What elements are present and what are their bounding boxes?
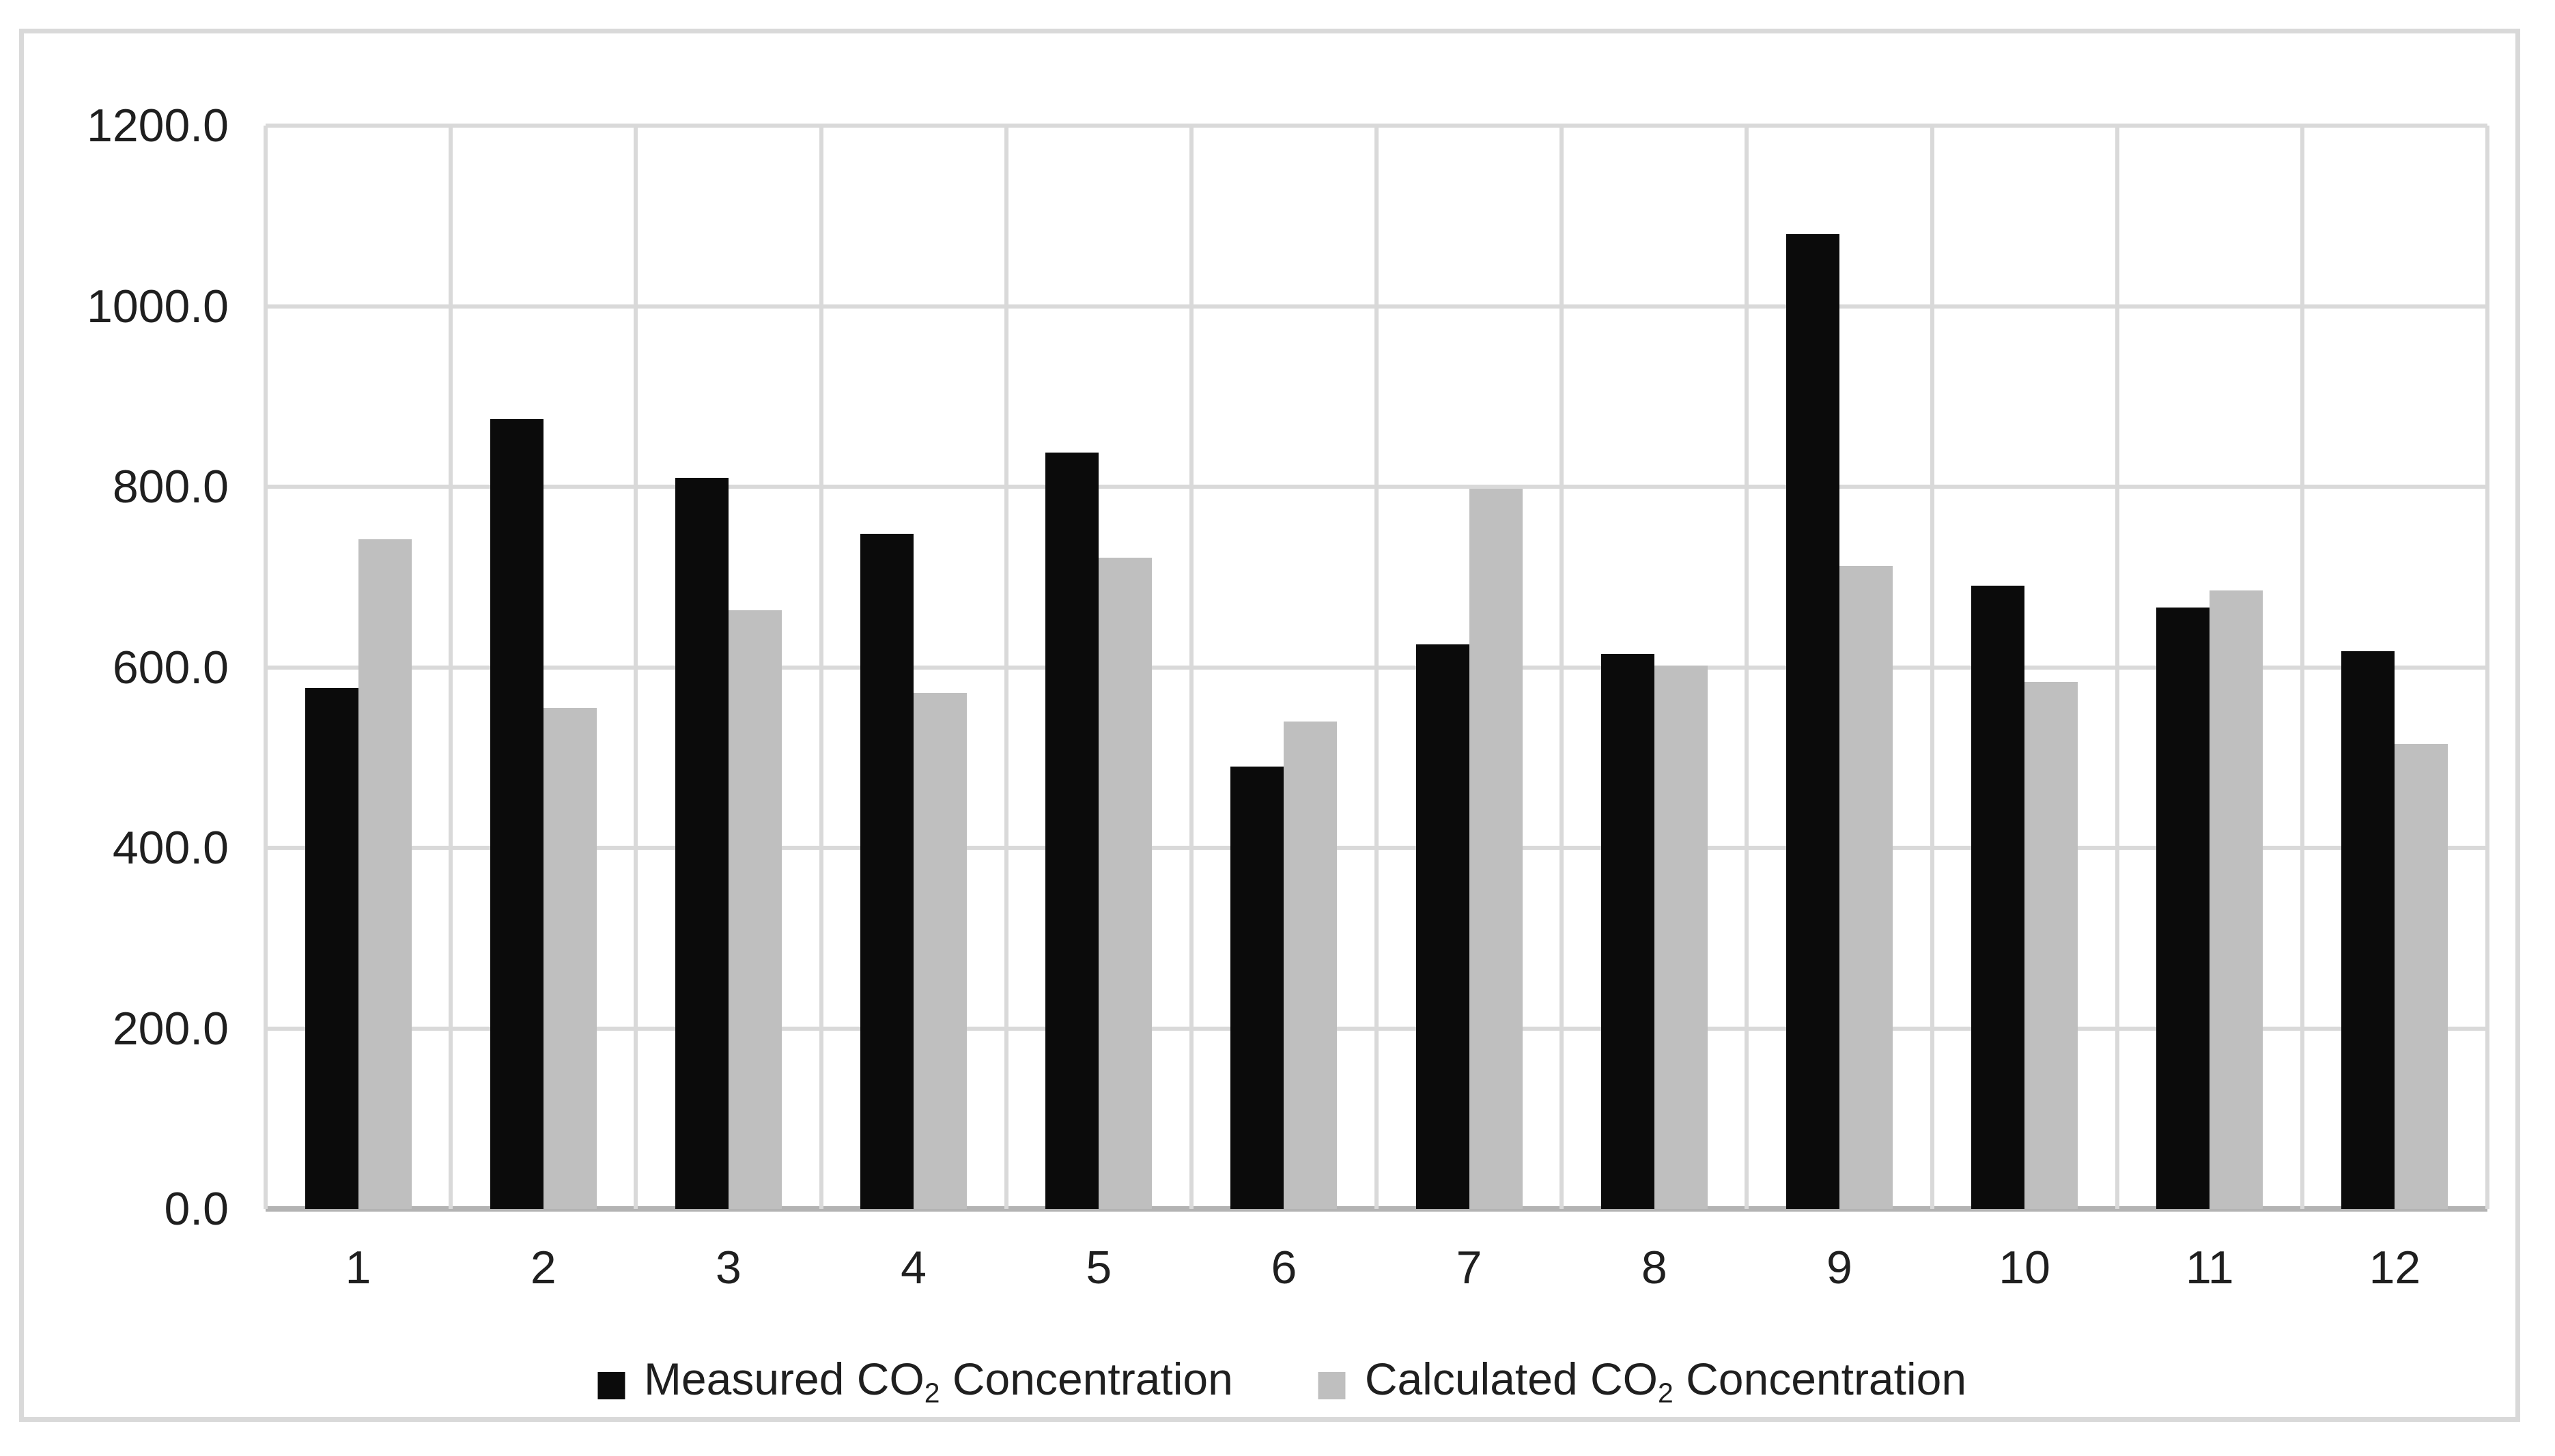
- y-tick-label-600.0: 600.0: [112, 641, 229, 694]
- x-tick-label-3: 3: [715, 1242, 742, 1294]
- y-tick-label-0.0: 0.0: [164, 1183, 229, 1235]
- gridline-x-10: [2115, 126, 2119, 1209]
- x-axis-line: [266, 1206, 2487, 1212]
- bar-calculated-11: [2210, 590, 2263, 1209]
- legend-label: Measured CO2 Concentration: [643, 1354, 1233, 1409]
- bar-measured-10: [1971, 586, 2025, 1209]
- bar-calculated-2: [543, 708, 597, 1209]
- legend-item-calculated: Calculated CO2 Concentration: [1318, 1352, 1966, 1419]
- x-tick-label-9: 9: [1826, 1242, 1852, 1294]
- x-tick-label-11: 11: [2185, 1242, 2234, 1294]
- x-tick-label-7: 7: [1456, 1242, 1482, 1294]
- legend-swatch-measured: [597, 1372, 625, 1400]
- bar-calculated-5: [1099, 558, 1153, 1209]
- bar-calculated-1: [358, 539, 412, 1209]
- bar-measured-9: [1785, 233, 1839, 1209]
- legend-item-measured: Measured CO2 Concentration: [597, 1352, 1233, 1419]
- bar-measured-6: [1230, 766, 1284, 1209]
- bar-measured-3: [675, 477, 729, 1209]
- x-tick-label-4: 4: [901, 1242, 927, 1294]
- bar-calculated-3: [728, 610, 782, 1209]
- legend-label: Calculated CO2 Concentration: [1364, 1354, 1967, 1409]
- bar-calculated-4: [914, 692, 968, 1209]
- y-tick-label-400.0: 400.0: [112, 822, 229, 874]
- bar-measured-12: [2341, 651, 2395, 1209]
- bar-calculated-7: [1469, 488, 1523, 1209]
- legend: Measured CO2 Concentration Calculated CO2…: [597, 1352, 1966, 1419]
- x-tick-label-10: 10: [1999, 1242, 2050, 1294]
- bar-measured-8: [1600, 653, 1654, 1209]
- plot-area: [264, 124, 2489, 1212]
- bar-calculated-8: [1654, 665, 1708, 1209]
- gridline-x-2: [634, 126, 638, 1209]
- gridline-x-8: [1745, 126, 1749, 1209]
- gridline-x-7: [1559, 126, 1564, 1209]
- x-tick-label-8: 8: [1641, 1242, 1667, 1294]
- gridline-x-0: [264, 126, 268, 1209]
- bar-measured-5: [1045, 452, 1099, 1209]
- gridline-x-9: [1930, 126, 1934, 1209]
- x-tick-label-6: 6: [1271, 1242, 1297, 1294]
- bar-measured-11: [2156, 608, 2210, 1209]
- gridline-x-4: [1004, 126, 1008, 1209]
- bar-calculated-12: [2395, 743, 2448, 1209]
- y-axis-labels: 1200.0 1000.0 800.0 600.0 400.0 200.0 0.0: [24, 102, 229, 1232]
- gridline-x-1: [449, 126, 453, 1209]
- y-tick-label-1200.0: 1200.0: [87, 100, 229, 152]
- gridline-x-11: [2300, 126, 2304, 1209]
- x-tick-label-1: 1: [345, 1242, 371, 1294]
- gridline-x-3: [819, 126, 823, 1209]
- bar-measured-4: [860, 533, 914, 1209]
- bar-calculated-6: [1284, 721, 1338, 1209]
- x-tick-label-12: 12: [2369, 1242, 2421, 1294]
- x-axis-labels: 1 2 3 4 5 6 7 8 9 10 11 12: [266, 1240, 2487, 1302]
- x-tick-label-5: 5: [1086, 1242, 1112, 1294]
- legend-swatch-calculated: [1318, 1372, 1346, 1400]
- bar-calculated-9: [1839, 566, 1893, 1209]
- x-tick-label-2: 2: [530, 1242, 556, 1294]
- gridline-x-5: [1189, 126, 1194, 1209]
- y-tick-label-200.0: 200.0: [112, 1002, 229, 1055]
- bar-calculated-10: [2024, 681, 2078, 1209]
- bar-measured-1: [305, 687, 358, 1209]
- bar-measured-7: [1415, 644, 1469, 1209]
- gridline-x-12: [2485, 126, 2489, 1209]
- bar-measured-2: [490, 418, 544, 1209]
- y-tick-label-1000.0: 1000.0: [87, 280, 229, 332]
- gridline-x-6: [1374, 126, 1379, 1209]
- y-tick-label-800.0: 800.0: [112, 461, 229, 513]
